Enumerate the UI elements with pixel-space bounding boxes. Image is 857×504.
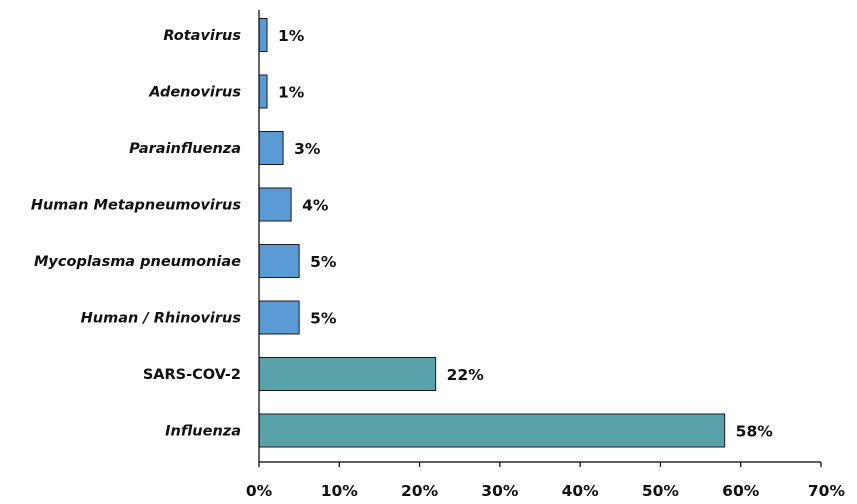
category-label-parainfluenza: Parainfluenza	[129, 141, 241, 157]
value-label-adenovirus: 1%	[278, 84, 305, 102]
value-label-human-metapneumovirus: 4%	[302, 197, 329, 215]
x-tick-label: 20%	[401, 482, 439, 500]
category-labels: Rotavirus Adenovirus Parainfluenza Human Me…	[31, 28, 242, 440]
x-tick-label: 50%	[642, 482, 680, 500]
x-tick-label: 30%	[481, 482, 519, 500]
x-tick-label: 40%	[562, 482, 600, 500]
category-label-human-rhinovirus: Human / Rhinovirus	[81, 311, 242, 327]
bars-group	[258, 18, 726, 448]
value-label-rotavirus: 1%	[278, 27, 305, 45]
x-tick-label: 0%	[246, 482, 273, 500]
category-label-adenovirus: Adenovirus	[148, 85, 241, 101]
x-ticks: 0% 10% 20% 30% 40% 50% 60% 70%	[246, 462, 846, 500]
category-label-mycoplasma-pneumoniae: Mycoplasma pneumoniae	[34, 254, 241, 270]
bar-parainfluenza	[258, 131, 284, 165]
bar-human-metapneumovirus	[258, 187, 292, 222]
value-label-human-rhinovirus: 5%	[310, 310, 337, 328]
value-label-influenza: 58%	[736, 423, 774, 441]
value-labels: 1% 1% 3% 4% 5% 5% 22% 58%	[278, 27, 773, 441]
bar-mycoplasma-pneumoniae	[258, 244, 300, 278]
value-label-parainfluenza: 3%	[294, 140, 321, 158]
bar-rotavirus	[258, 18, 268, 52]
category-label-influenza: Influenza	[165, 424, 241, 440]
bar-sars-cov-2	[258, 357, 437, 391]
x-tick-label: 60%	[722, 482, 760, 500]
bar-human-rhinovirus	[258, 300, 300, 335]
category-label-sars-cov-2: SARS-COV-2	[143, 367, 241, 383]
category-label-rotavirus: Rotavirus	[163, 28, 241, 44]
x-tick-label: 70%	[808, 482, 846, 500]
x-tick-label: 10%	[321, 482, 359, 500]
value-label-sars-cov-2: 22%	[447, 366, 485, 384]
value-label-mycoplasma-pneumoniae: 5%	[310, 253, 337, 271]
category-label-human-metapneumovirus: Human Metapneumovirus	[31, 198, 242, 214]
bar-adenovirus	[258, 74, 268, 109]
bar-influenza	[258, 413, 726, 448]
